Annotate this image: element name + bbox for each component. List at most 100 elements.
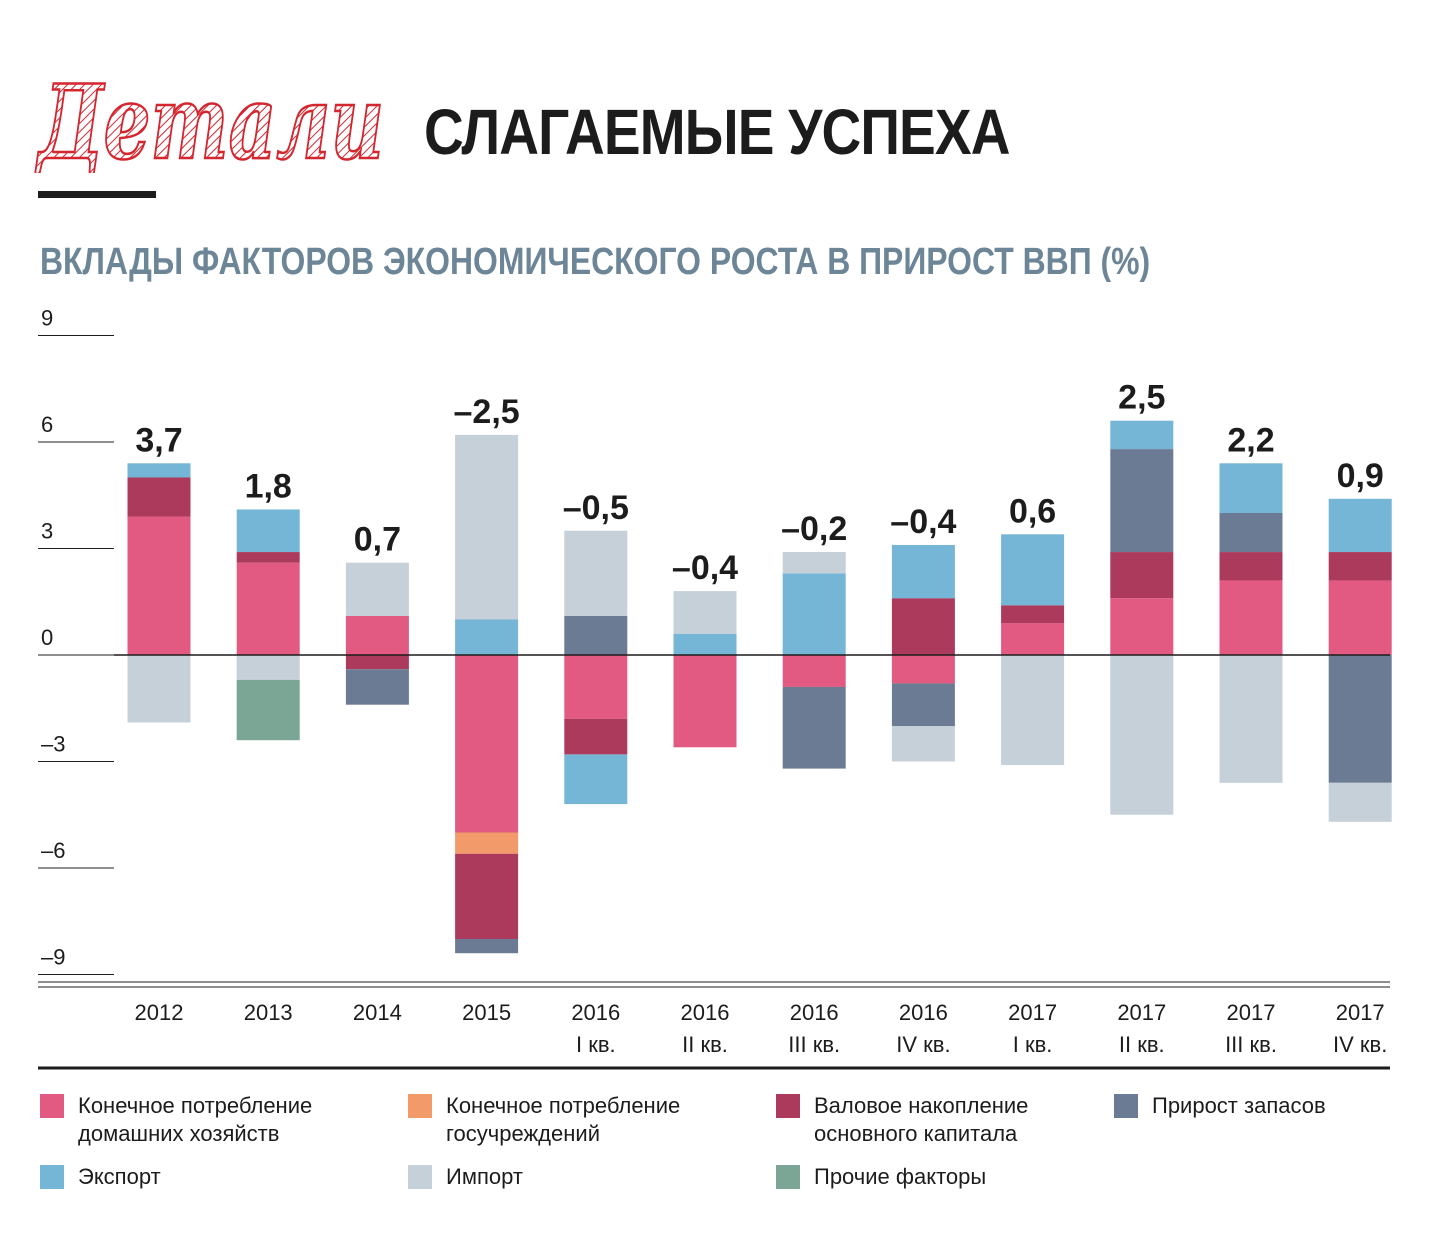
bar-segment — [127, 655, 191, 723]
x-tick-label: III кв. — [1225, 1032, 1277, 1057]
x-tick-label: I кв. — [576, 1032, 616, 1057]
bar-segment — [1219, 580, 1283, 655]
bar-segment — [1001, 605, 1065, 624]
x-tick-label: 2016 — [681, 1000, 730, 1025]
x-tick-label: 2013 — [244, 1000, 293, 1025]
bar-segment — [1328, 552, 1392, 581]
x-tick-label: 2012 — [135, 1000, 184, 1025]
bar-segment — [673, 655, 737, 748]
x-tick-label: 2016 — [790, 1000, 839, 1025]
bar-segment — [236, 562, 300, 655]
bar-segment — [673, 633, 737, 655]
y-tick-label: 0 — [41, 625, 53, 650]
bar-segment — [1219, 513, 1283, 553]
bar-total-label: 2,2 — [1227, 421, 1274, 459]
y-tick-label: –6 — [41, 838, 65, 863]
x-tick-label: 2017 — [1336, 1000, 1385, 1025]
bar-segment — [564, 754, 628, 805]
bar-total-label: –0,4 — [890, 503, 956, 541]
x-tick-label: IV кв. — [1333, 1032, 1387, 1057]
x-tick-label: II кв. — [682, 1032, 728, 1057]
x-tick-label: 2017 — [1008, 1000, 1057, 1025]
bar-segment — [673, 591, 737, 634]
bar-segment — [455, 619, 519, 655]
x-tick-label: 2014 — [353, 1000, 402, 1025]
bar-segment — [782, 686, 846, 769]
bar-segment — [236, 509, 300, 553]
bar-segment — [1219, 463, 1283, 513]
y-tick-label: 3 — [41, 519, 53, 544]
y-tick-label: 6 — [41, 412, 53, 437]
bar-segment — [1328, 498, 1392, 553]
bar-segment — [782, 573, 846, 655]
bar-segment — [455, 832, 519, 854]
bar-segment — [1110, 552, 1174, 599]
x-tick-label: I кв. — [1013, 1032, 1053, 1057]
bar-total-label: –0,5 — [563, 489, 629, 527]
bar-segment — [891, 726, 955, 762]
bar-segment — [782, 655, 846, 687]
y-tick-label: –9 — [41, 945, 65, 970]
bar-segment — [127, 516, 191, 655]
x-tick-label: 2017 — [1117, 1000, 1166, 1025]
bar-segment — [1328, 782, 1392, 822]
bar-segment — [1110, 598, 1174, 655]
y-tick-label: –3 — [41, 732, 65, 757]
bar-segment — [345, 562, 409, 616]
title-underline — [38, 191, 156, 198]
bar-segment — [1110, 655, 1174, 815]
bar-segment — [236, 679, 300, 741]
bar-segment — [345, 615, 409, 655]
x-tick-label: 2016 — [899, 1000, 948, 1025]
bar-segment — [455, 939, 519, 954]
bar-segment — [1219, 552, 1283, 581]
logo: Детали — [34, 62, 385, 173]
bar-segment — [1328, 655, 1392, 783]
bar-total-label: 0,9 — [1337, 457, 1384, 495]
bar-segment — [455, 434, 519, 620]
bar-segment — [455, 853, 519, 939]
bar-segment — [1001, 655, 1065, 766]
bar-segment — [564, 530, 628, 616]
x-tick-label: III кв. — [788, 1032, 840, 1057]
bar-segment — [1328, 580, 1392, 655]
bar-segment — [1110, 420, 1174, 450]
bar-segment — [127, 477, 191, 517]
bar-total-label: –2,5 — [454, 393, 520, 431]
y-tick-label: 9 — [41, 306, 53, 331]
x-tick-label: II кв. — [1119, 1032, 1165, 1057]
bar-segment — [345, 669, 409, 705]
page-title: СЛАГАЕМЫЕ УСПЕХА — [424, 96, 1010, 168]
bar-total-label: 0,7 — [354, 521, 401, 559]
bar-segment — [1001, 534, 1065, 606]
bar-segment — [1219, 655, 1283, 783]
bar-total-label: 3,7 — [135, 421, 182, 459]
bar-segment — [455, 655, 519, 833]
x-tick-label: 2015 — [462, 1000, 511, 1025]
bar-total-label: 2,5 — [1118, 379, 1165, 417]
bar-segment — [127, 463, 191, 478]
bar-segment — [564, 615, 628, 655]
bar-segment — [891, 598, 955, 655]
bar-segment — [891, 683, 955, 726]
bar-segment — [345, 655, 409, 670]
logo-wordmark: Детали — [35, 63, 384, 173]
bar-segment — [1110, 449, 1174, 553]
bar-segment — [782, 552, 846, 574]
bar-segment — [564, 655, 628, 719]
bar-segment — [236, 655, 300, 680]
bar-segment — [236, 552, 300, 563]
x-tick-label: IV кв. — [896, 1032, 950, 1057]
x-tick-label: 2017 — [1227, 1000, 1276, 1025]
bar-total-label: –0,4 — [672, 549, 738, 587]
bar-segment — [564, 718, 628, 755]
bar-segment — [1001, 623, 1065, 655]
x-tick-label: 2016 — [571, 1000, 620, 1025]
bar-total-label: 1,8 — [245, 467, 292, 505]
bar-segment — [891, 655, 955, 684]
chart-subtitle: ВКЛАДЫ ФАКТОРОВ ЭКОНОМИЧЕСКОГО РОСТА В П… — [40, 241, 1151, 283]
bar-segment — [891, 544, 955, 599]
bar-total-label: –0,2 — [781, 510, 847, 548]
bar-total-label: 0,6 — [1009, 492, 1056, 530]
